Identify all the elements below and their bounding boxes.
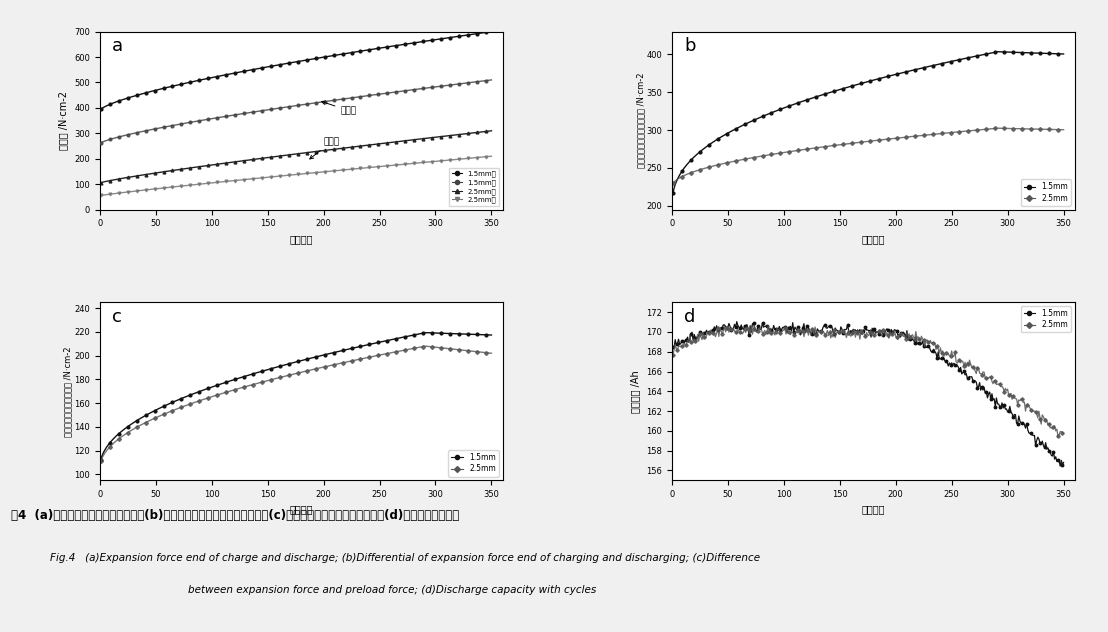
X-axis label: 循环次数: 循环次数 (862, 504, 885, 514)
Y-axis label: 充电末与放电末膨胀力差值 /N·cm-2: 充电末与放电末膨胀力差值 /N·cm-2 (636, 73, 645, 168)
Y-axis label: 膨胀力差值与预紧力之差 /N·cm-2: 膨胀力差值与预紧力之差 /N·cm-2 (64, 346, 73, 437)
Text: 充电末: 充电末 (321, 101, 357, 115)
Text: b: b (684, 37, 696, 55)
Legend: 1.5mm充, 1.5mm放, 2.5mm充, 2.5mm放: 1.5mm充, 1.5mm放, 2.5mm充, 2.5mm放 (449, 168, 500, 206)
Text: c: c (112, 308, 122, 325)
Y-axis label: 放电容量 /Ah: 放电容量 /Ah (630, 370, 640, 413)
Legend: 1.5mm, 2.5mm: 1.5mm, 2.5mm (1020, 306, 1071, 332)
Text: d: d (684, 308, 696, 325)
Text: 图4  (a)充电末与放电末膨胀力曲线；(b)充电末与放电末膨胀力差值曲线；(c)膨胀力差值与预紧力之差曲线；(d)放电容量循环曲线: 图4 (a)充电末与放电末膨胀力曲线；(b)充电末与放电末膨胀力差值曲线；(c)… (11, 509, 460, 522)
Y-axis label: 膨胀力 /N·cm-2: 膨胀力 /N·cm-2 (59, 91, 69, 150)
Text: Fig.4   (a)Expansion force end of charge and discharge; (b)Differential of expan: Fig.4 (a)Expansion force end of charge a… (50, 553, 760, 563)
Legend: 1.5mm, 2.5mm: 1.5mm, 2.5mm (449, 450, 499, 477)
Text: between expansion force and preload force; (d)Discharge capacity with cycles: between expansion force and preload forc… (188, 585, 596, 595)
Legend: 1.5mm, 2.5mm: 1.5mm, 2.5mm (1020, 179, 1071, 206)
X-axis label: 循环次数: 循环次数 (289, 504, 312, 514)
X-axis label: 循环次数: 循环次数 (862, 234, 885, 244)
X-axis label: 循环次数: 循环次数 (289, 234, 312, 244)
Text: 放电末: 放电末 (310, 137, 340, 159)
Text: a: a (112, 37, 123, 55)
